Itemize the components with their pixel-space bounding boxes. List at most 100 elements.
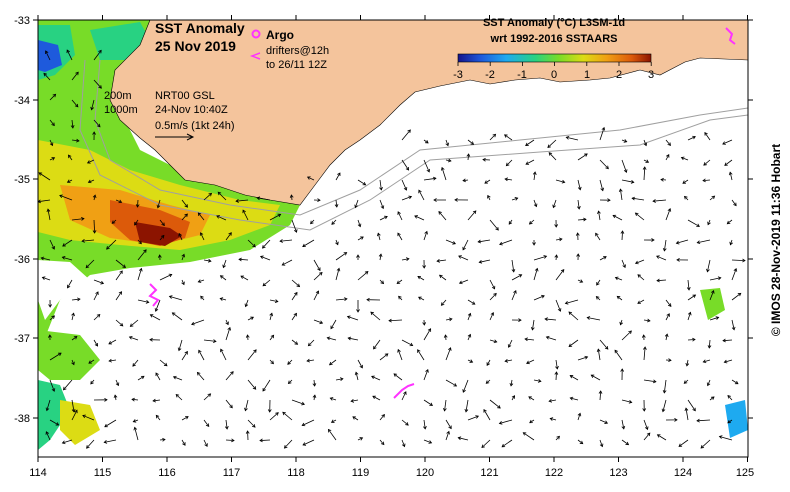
current-arrow: [379, 215, 388, 221]
current-arrow: [458, 279, 469, 285]
current-arrow: [438, 210, 447, 221]
lon-label: 124: [674, 467, 692, 479]
current-arrow: [621, 179, 635, 184]
current-arrow: [462, 379, 469, 393]
current-arrow: [328, 359, 337, 366]
current-arrow: [707, 219, 711, 226]
current-arrow: [181, 213, 188, 221]
current-arrow: [440, 166, 447, 181]
current-arrow: [171, 312, 183, 321]
current-arrow: [528, 396, 535, 401]
current-arrow: [92, 131, 96, 141]
colorbar-scale: [457, 53, 652, 63]
current-arrow: [175, 393, 183, 401]
current-arrow: [108, 358, 117, 363]
current-arrow: [676, 258, 689, 262]
argo-legend: Argo drifters@12h to 26/11 12Z: [249, 28, 329, 71]
current-arrow: [687, 294, 697, 301]
current-arrow: [49, 419, 60, 426]
lat-label: -36: [14, 254, 30, 266]
current-arrow: [684, 407, 689, 421]
current-arrow: [90, 99, 95, 111]
current-arrow: [467, 333, 472, 341]
current-arrow: [577, 439, 584, 445]
current-arrow: [665, 154, 670, 161]
current-arrow: [709, 316, 720, 321]
current-arrow: [554, 371, 559, 381]
current-arrow: [269, 359, 274, 365]
current-arrow: [397, 211, 403, 221]
current-arrow: [82, 414, 95, 421]
current-arrow: [660, 177, 667, 182]
current-arrow: [665, 139, 671, 147]
current-arrow: [330, 419, 337, 423]
current-arrow: [48, 299, 52, 308]
current-arrow: [682, 179, 689, 184]
current-arrow: [709, 396, 715, 401]
current-arrow: [621, 159, 628, 173]
current-arrow: [335, 239, 339, 246]
current-arrow: [445, 158, 452, 163]
current-arrow: [137, 299, 150, 304]
current-arrow: [656, 434, 667, 441]
colorbar-tick: 2: [616, 69, 622, 81]
current-arrow: [619, 319, 624, 326]
current-arrow: [93, 79, 102, 89]
current-arrow: [727, 394, 733, 401]
current-arrow: [687, 311, 692, 321]
current-arrow: [445, 430, 450, 441]
current-arrow: [423, 139, 429, 144]
current-arrow: [181, 350, 188, 361]
current-arrow: [366, 297, 381, 302]
current-arrow: [643, 346, 647, 361]
current-arrow: [532, 171, 537, 181]
current-arrow: [423, 439, 433, 444]
isobath-200m: [94, 59, 748, 216]
lon-label: 119: [352, 467, 370, 479]
current-arrow: [532, 239, 536, 246]
current-arrow: [423, 230, 428, 241]
current-arrow: [634, 259, 645, 265]
current-arrow: [330, 319, 337, 330]
current-arrow: [269, 412, 279, 421]
current-arrow: [245, 334, 250, 341]
current-arrow: [445, 239, 457, 245]
current-arrow: [703, 159, 711, 166]
colorbar-title: SST Anomaly (°C) L3SM-1d: [483, 17, 625, 29]
current-arrow: [279, 239, 293, 243]
current-arrow: [115, 270, 123, 281]
current-arrow: [544, 317, 557, 322]
current-vectors: [38, 49, 746, 449]
current-arrow: [313, 290, 320, 301]
current-arrow: [354, 199, 359, 209]
current-arrow: [393, 373, 403, 381]
current-arrow: [662, 379, 667, 394]
current-arrow: [423, 328, 432, 341]
current-arrow: [445, 139, 450, 147]
current-arrow: [662, 239, 667, 252]
current-arrow: [256, 196, 271, 201]
current-arrow: [533, 379, 542, 383]
current-arrow: [511, 197, 519, 201]
lat-label: -34: [14, 95, 30, 107]
current-arrow: [149, 337, 161, 342]
current-arrow: [262, 379, 271, 392]
current-arrow: [614, 349, 623, 361]
current-arrow: [621, 330, 632, 341]
current-arrow: [269, 299, 279, 303]
current-arrow: [376, 232, 381, 241]
current-arrow: [709, 276, 722, 281]
current-arrow: [522, 432, 535, 441]
current-arrow: [599, 198, 611, 203]
current-arrow: [504, 134, 513, 141]
current-arrow: [614, 276, 623, 281]
current-arrow: [49, 139, 54, 147]
current-arrow: [357, 179, 367, 186]
current-arrow: [401, 257, 410, 262]
current-arrow: [196, 371, 205, 381]
current-arrow: [86, 159, 95, 164]
current-arrow: [696, 239, 711, 245]
current-arrow: [478, 259, 491, 264]
current-arrow: [661, 399, 667, 413]
lat-label: -35: [14, 174, 30, 186]
